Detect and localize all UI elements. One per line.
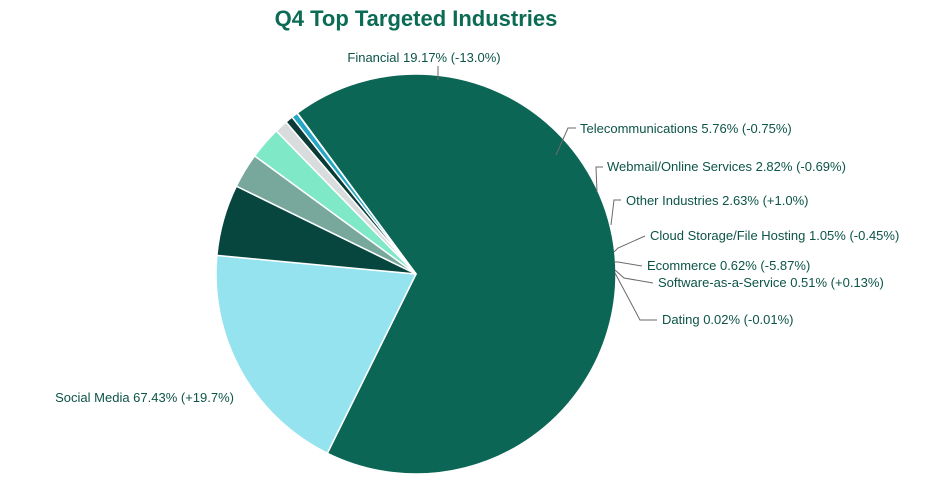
label-dating: Dating 0.02% (-0.01%) bbox=[662, 312, 794, 327]
slice-social-media bbox=[296, 73, 617, 475]
slice-labels: Social Media 67.43% (+19.7%) Financial 19… bbox=[55, 50, 899, 405]
label-financial: Financial 19.17% (-13.0%) bbox=[347, 50, 500, 65]
leader-lines bbox=[437, 66, 657, 321]
slice-financial bbox=[215, 254, 417, 455]
label-social-media: Social Media 67.43% (+19.7%) bbox=[55, 390, 234, 405]
leader-line-software-as-a-service bbox=[614, 269, 654, 284]
label-ecommerce: Ecommerce 0.62% (-5.87%) bbox=[647, 258, 810, 273]
leader-line-telecommunications bbox=[555, 127, 576, 156]
leader-line-cloud-storage-file-hosting bbox=[613, 235, 646, 253]
label-telecommunications: Telecommunications 5.76% (-0.75%) bbox=[580, 121, 792, 136]
label-software-as-a-service: Software-as-a-Service 0.51% (+0.13%) bbox=[658, 275, 884, 290]
label-webmail-online-services: Webmail/Online Services 2.82% (-0.69%) bbox=[607, 159, 846, 174]
chart-title: Q4 Top Targeted Industries bbox=[275, 6, 558, 31]
leader-line-ecommerce bbox=[615, 261, 643, 267]
label-cloud-storage-file-hosting: Cloud Storage/File Hosting 1.05% (-0.45%… bbox=[650, 228, 899, 243]
label-other-industries: Other Industries 2.63% (+1.0%) bbox=[626, 193, 808, 208]
slice-dating bbox=[296, 112, 417, 275]
leader-line-other-industries bbox=[610, 199, 621, 226]
pie-slices bbox=[215, 73, 617, 475]
leader-line-dating bbox=[614, 272, 657, 321]
leader-line-webmail-online-services bbox=[595, 166, 603, 193]
